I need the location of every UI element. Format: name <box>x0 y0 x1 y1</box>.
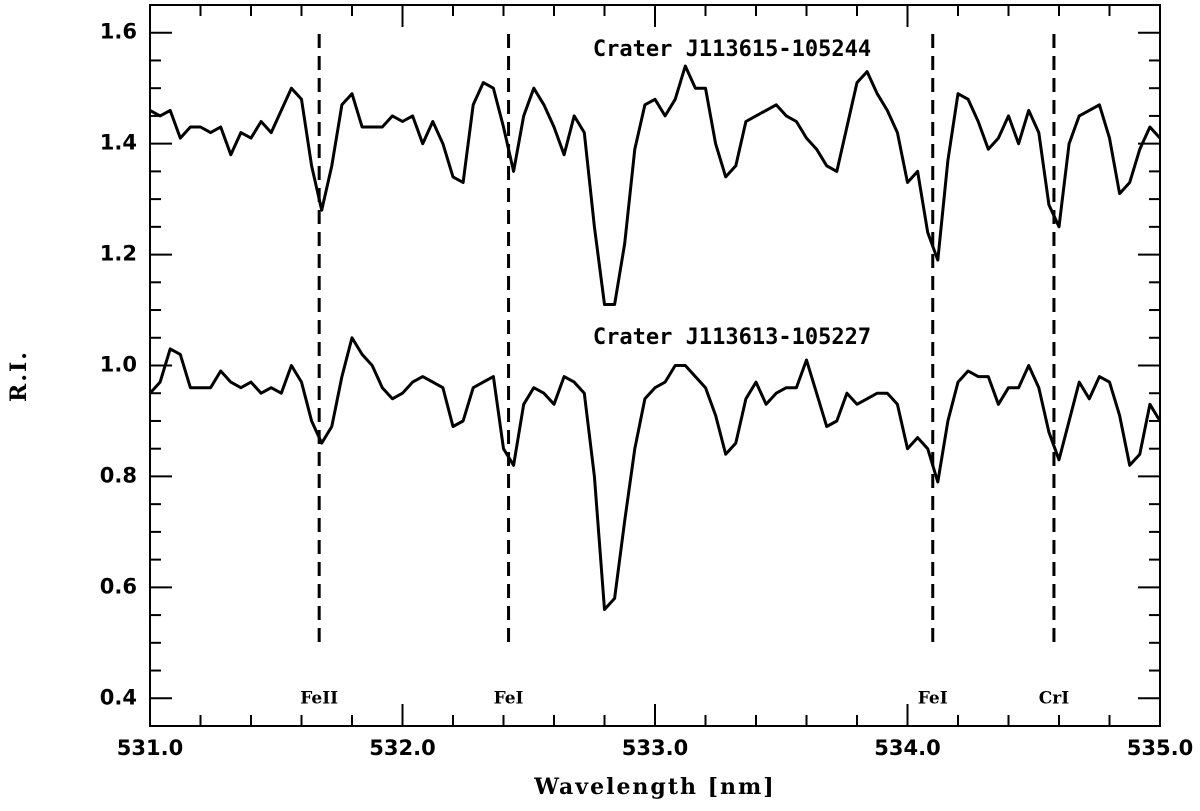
series-label: Crater J113613-105227 <box>593 325 871 350</box>
x-tick-label: 532.0 <box>369 736 435 760</box>
line-marker-label: FeI <box>918 689 948 709</box>
line-marker-label: FeII <box>300 689 338 709</box>
x-tick-label: 533.0 <box>622 736 688 760</box>
y-tick-label: 0.8 <box>100 463 137 487</box>
x-tick-label: 535.0 <box>1127 736 1193 760</box>
y-tick-label: 1.0 <box>100 353 137 377</box>
y-axis-label: R.I. <box>6 350 32 402</box>
line-marker-label: FeI <box>494 689 524 709</box>
y-tick-label: 1.6 <box>100 20 137 44</box>
y-tick-label: 0.4 <box>100 685 137 709</box>
y-tick-label: 1.4 <box>100 131 137 155</box>
x-tick-label: 534.0 <box>874 736 940 760</box>
spectrum-line <box>148 336 1162 611</box>
series-label: Crater J113615-105244 <box>593 37 871 62</box>
plot-frame <box>149 4 1161 727</box>
x-axis-label: Wavelength [nm] <box>533 774 775 800</box>
spectrum-line <box>149 64 1162 306</box>
line-marker-label: CrI <box>1039 689 1069 709</box>
x-tick-label: 531.0 <box>117 736 183 760</box>
y-tick-label: 0.6 <box>100 574 137 598</box>
y-tick-label: 1.2 <box>100 242 137 266</box>
